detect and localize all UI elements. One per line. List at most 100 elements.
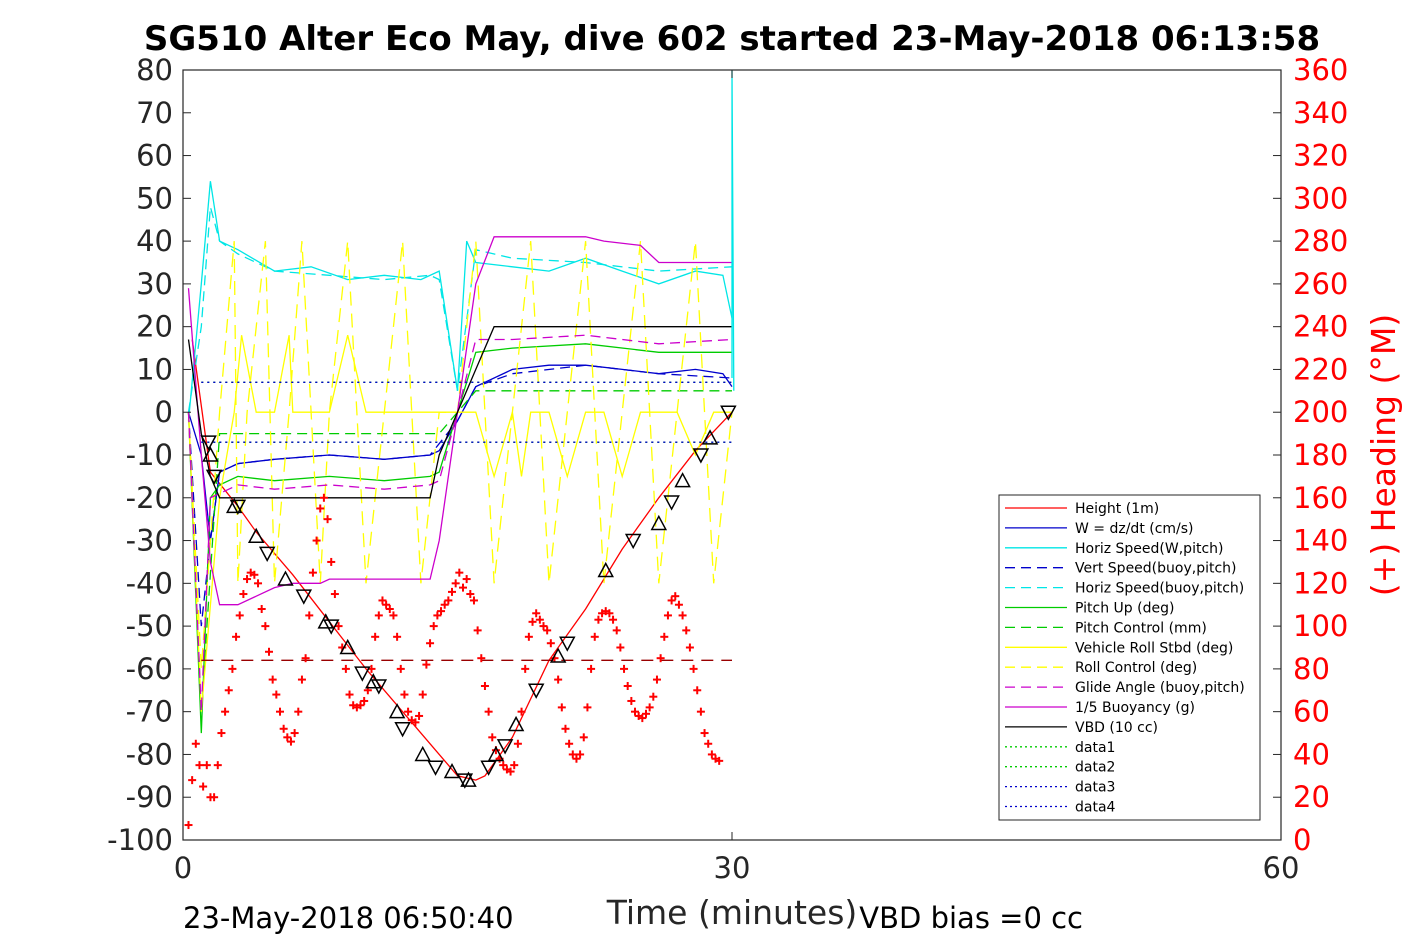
x-tick-label: 60 — [1263, 851, 1300, 885]
heading-point — [605, 609, 614, 618]
heading-point — [345, 690, 354, 699]
y-right-tick-label: 240 — [1293, 310, 1348, 344]
heading-point — [631, 707, 640, 716]
heading-point — [254, 579, 263, 588]
depth-marker — [692, 448, 710, 464]
depth-marker — [624, 533, 642, 550]
depth-marker — [388, 703, 406, 719]
heading-point — [404, 707, 413, 716]
series-line-6 — [187, 390, 732, 712]
heading-point — [473, 626, 482, 635]
y-tick-label: -30 — [126, 524, 173, 558]
heading-point — [466, 590, 475, 599]
heading-point — [305, 611, 314, 620]
heading-point — [623, 682, 632, 690]
y-tick-label: 70 — [136, 96, 173, 130]
x-tick-label: 30 — [714, 851, 751, 885]
heading-point — [396, 664, 405, 673]
heading-point — [232, 632, 241, 641]
y-right-tick-label: 200 — [1293, 395, 1348, 429]
depth-marker — [507, 715, 525, 732]
depth-marker — [205, 469, 223, 485]
legend-box — [998, 494, 1261, 821]
depth-marker — [394, 722, 411, 738]
heading-point — [341, 664, 350, 673]
heading-point — [319, 493, 328, 502]
y-right-tick-label: 140 — [1293, 524, 1348, 558]
right-y-axis-label: (+) Heading (°M) — [1364, 314, 1403, 596]
heading-point — [685, 643, 694, 652]
y-right-tick-label: 160 — [1293, 481, 1348, 515]
heading-point — [415, 711, 424, 720]
depth-marker — [200, 435, 217, 451]
depth-marker — [427, 760, 444, 776]
x-axis: 0 30 60 — [174, 70, 1300, 885]
y-tick-label: 0 — [155, 395, 173, 429]
legend-label: Vehicle Roll Stbd (deg) — [1075, 640, 1233, 656]
heading-point — [535, 615, 544, 624]
heading-point — [444, 596, 453, 605]
heading-point — [389, 611, 398, 620]
heading-point — [290, 729, 299, 738]
depth-marker — [277, 570, 294, 586]
heading-point — [308, 568, 317, 577]
y-tick-label: -60 — [126, 652, 173, 686]
legend-label: Height (1m) — [1075, 501, 1159, 517]
heading-point — [649, 692, 658, 701]
heading-point — [458, 583, 467, 592]
series-line-3 — [187, 364, 733, 627]
depth-marker — [354, 666, 371, 682]
series-line-5 — [187, 343, 732, 734]
legend-label: VBD (10 cc) — [1075, 720, 1158, 736]
heading-point — [217, 729, 226, 738]
heading-point — [576, 750, 585, 759]
legend-label: data1 — [1075, 740, 1115, 756]
y-right-tick-label: 260 — [1293, 267, 1348, 301]
depth-marker — [365, 673, 382, 689]
heading-point — [437, 607, 446, 616]
heading-point — [543, 626, 552, 635]
heading-point — [400, 690, 409, 699]
heading-point — [510, 761, 519, 770]
y-tick-label: -80 — [126, 737, 173, 771]
heading-point — [433, 611, 442, 620]
heading-point — [480, 682, 489, 690]
heading-point — [455, 568, 464, 577]
right-y-axis: 3603403203002802602402202001801601401201… — [1273, 53, 1348, 857]
legend-label: Vert Speed(buoy,pitch) — [1075, 561, 1237, 577]
legend-label: data4 — [1075, 800, 1116, 816]
heading-point — [451, 579, 460, 588]
depth-marker — [559, 636, 576, 652]
heading-point — [704, 739, 713, 748]
heading-point — [707, 750, 716, 759]
heading-point — [360, 696, 369, 705]
heading-point — [506, 767, 515, 776]
y-tick-label: -20 — [126, 481, 173, 515]
footer-vbd-bias: VBD bias =0 cc — [859, 901, 1083, 935]
depth-marker — [527, 683, 545, 699]
heading-point — [279, 724, 288, 733]
y-right-tick-label: 20 — [1293, 780, 1330, 814]
y-right-tick-label: 180 — [1293, 438, 1348, 472]
heading-point — [682, 626, 691, 635]
y-tick-label: 20 — [136, 310, 173, 344]
y-right-tick-label: 40 — [1293, 737, 1330, 771]
heading-point — [641, 709, 650, 718]
depth-marker — [414, 745, 431, 762]
heading-point — [426, 639, 435, 648]
series-line-10 — [187, 236, 732, 606]
heading-point — [674, 600, 683, 609]
series-layer — [187, 70, 735, 781]
heading-point — [195, 761, 204, 770]
heading-point — [521, 664, 530, 673]
legend-label: Horiz Speed(W,pitch) — [1075, 541, 1223, 557]
y-right-tick-label: 120 — [1293, 566, 1348, 600]
x-axis-label: Time (minutes) — [606, 893, 858, 932]
heading-point — [539, 622, 548, 631]
heading-point — [678, 611, 687, 620]
heading-point — [393, 632, 402, 641]
heading-point — [696, 707, 705, 716]
heading-point — [228, 664, 237, 673]
heading-point — [378, 596, 387, 605]
heading-point — [579, 733, 588, 742]
